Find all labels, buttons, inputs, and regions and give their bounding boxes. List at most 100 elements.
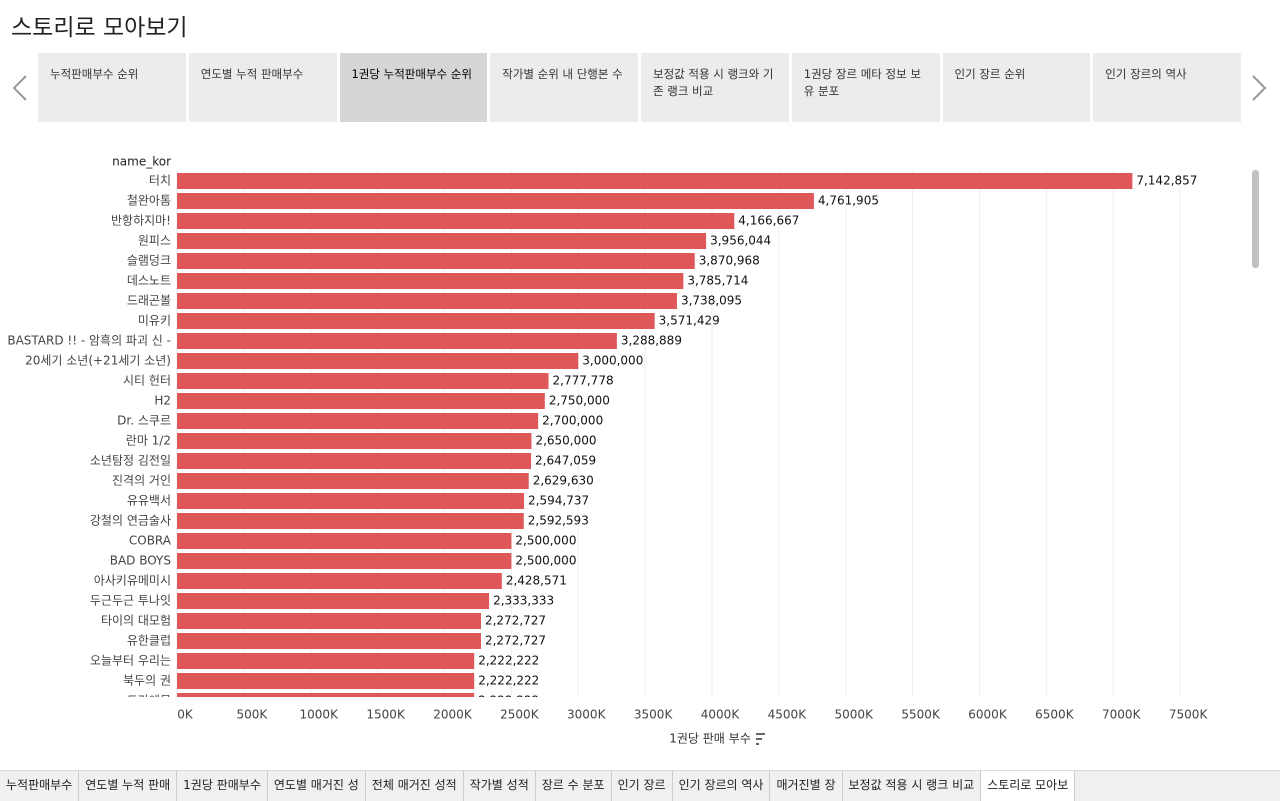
value-label: 7,142,857 — [1136, 174, 1197, 188]
story-point[interactable]: 보정값 적용 시 랭크와 기존 랭크 비교 — [641, 53, 789, 122]
category-label: 미유키 — [138, 314, 171, 328]
bar — [177, 653, 475, 669]
bar — [177, 493, 525, 509]
value-label: 2,272,727 — [485, 614, 546, 628]
story-point[interactable]: 연도별 누적 판매부수 — [188, 53, 337, 122]
x-tick-label: 500K — [236, 708, 268, 722]
sheet-tab[interactable]: 매거진별 장 — [770, 771, 843, 801]
bar — [177, 433, 532, 449]
category-label: 슬램덩크 — [127, 254, 171, 268]
value-label: 3,785,714 — [687, 274, 748, 288]
category-label: 소년탐정 김전일 — [90, 454, 171, 468]
bar — [177, 253, 695, 269]
bar — [177, 373, 549, 389]
category-label: 유유백서 — [127, 494, 171, 508]
sheet-tab[interactable]: 1권당 판매부수 — [177, 771, 268, 801]
value-label: 3,571,429 — [659, 314, 720, 328]
bar — [177, 693, 475, 697]
next-arrow[interactable] — [1252, 75, 1267, 101]
bar — [177, 333, 617, 349]
sheet-tab[interactable]: 인기 장르의 역사 — [673, 771, 771, 801]
category-label: H2 — [154, 394, 171, 408]
value-label: 2,592,593 — [528, 514, 589, 528]
value-label: 2,222,222 — [478, 694, 539, 708]
value-label: 3,870,968 — [699, 254, 760, 268]
story-point[interactable]: 1권당 누적판매부수 순위 — [339, 53, 488, 122]
story-point[interactable]: 작가별 순위 내 단행본 수 — [490, 53, 638, 122]
category-label: 유한클럽 — [127, 634, 171, 648]
story-nav: 누적판매부수 순위 연도별 누적 판매부수 1권당 누적판매부수 순위 작가별 순위 … — [38, 53, 1241, 122]
story-point[interactable]: 1권당 장르 메타 정보 보유 분포 — [791, 53, 940, 122]
bar — [177, 313, 655, 329]
sheet-tab[interactable]: 스토리로 모아보 — [981, 771, 1076, 801]
bar — [177, 553, 512, 569]
bar — [177, 233, 707, 249]
rows: 터치 7,142,857 철완아톰 4,761,905 반항하지마! 4,166,667 원… — [7, 173, 1197, 708]
value-label: 2,333,333 — [493, 594, 554, 608]
sheet-tab[interactable]: 누적판매부수 — [0, 771, 80, 801]
value-label: 2,272,727 — [485, 634, 546, 648]
sheet-tab[interactable]: 연도별 매거진 성 — [268, 771, 366, 801]
category-label: 오늘부터 우리는 — [90, 654, 171, 668]
bar — [177, 453, 532, 469]
value-label: 3,288,889 — [621, 334, 682, 348]
category-label: 데스노트 — [127, 274, 171, 288]
category-label: 드래곤볼 — [127, 294, 171, 308]
sheet-tab[interactable]: 전체 매거진 성적 — [366, 771, 464, 801]
y-header: name_kor — [112, 155, 171, 169]
value-label: 2,650,000 — [535, 434, 596, 448]
x-tick-label: 2000K — [433, 708, 473, 722]
story-point[interactable]: 누적판매부수 순위 — [38, 53, 186, 122]
bar — [177, 213, 735, 229]
value-label: 2,777,778 — [553, 374, 614, 388]
story-point[interactable]: 인기 장르의 역사 — [1093, 53, 1241, 122]
scrollbar[interactable] — [1252, 170, 1259, 268]
category-label: 터치 — [149, 174, 171, 188]
bar — [177, 353, 579, 369]
story-point[interactable]: 인기 장르 순위 — [942, 53, 1091, 122]
value-label: 4,166,667 — [738, 214, 799, 228]
prev-arrow[interactable] — [12, 75, 27, 101]
value-label: 3,956,044 — [710, 234, 771, 248]
x-tick-label: 5500K — [901, 708, 941, 722]
value-label: 3,000,000 — [582, 354, 643, 368]
bar — [177, 413, 539, 429]
x-axis-label: 1권당 판매 부수 — [669, 732, 751, 746]
x-tick-label: 1000K — [300, 708, 340, 722]
sheet-tab[interactable]: 연도별 누적 판매 — [79, 771, 178, 801]
value-label: 2,594,737 — [528, 494, 589, 508]
bar — [177, 173, 1133, 189]
category-label: 원피스 — [138, 234, 171, 248]
category-label: 아사키유메미시 — [94, 574, 171, 588]
x-tick-label: 4500K — [768, 708, 808, 722]
category-label: BAD BOYS — [110, 554, 171, 568]
value-label: 2,222,222 — [478, 674, 539, 688]
bar — [177, 633, 481, 649]
category-label: 강철의 연금술사 — [90, 514, 171, 528]
bar — [177, 193, 814, 209]
x-tick-label: 6000K — [968, 708, 1008, 722]
category-label: COBRA — [129, 534, 172, 548]
story-title: 스토리로 모아보기 — [11, 15, 188, 41]
sort-icon[interactable] — [756, 733, 765, 745]
x-tick-label: 1500K — [366, 708, 406, 722]
bar — [177, 613, 481, 629]
category-label: 란마 1/2 — [126, 434, 171, 448]
sheet-tab[interactable]: 장르 수 분포 — [536, 771, 612, 801]
x-tick-label: 3000K — [567, 708, 607, 722]
bar — [177, 533, 512, 549]
x-tick-label: 5000K — [835, 708, 875, 722]
sheet-tab[interactable]: 보정값 적용 시 랭크 비교 — [843, 771, 982, 801]
x-tick-label: 7000K — [1102, 708, 1142, 722]
category-label: 20세기 소년(+21세기 소년) — [25, 354, 171, 368]
sheet-tab[interactable]: 인기 장르 — [612, 771, 673, 801]
value-label: 2,428,571 — [506, 574, 567, 588]
x-tick-label: 6500K — [1035, 708, 1075, 722]
sheet-tab[interactable]: 작가별 성적 — [464, 771, 536, 801]
value-label: 2,629,630 — [533, 474, 594, 488]
value-label: 2,750,000 — [549, 394, 610, 408]
category-label: BASTARD !! - 암흑의 파괴 신 - — [7, 334, 171, 348]
value-label: 2,647,059 — [535, 454, 596, 468]
category-label: 두근두근 투나잇 — [90, 594, 171, 608]
